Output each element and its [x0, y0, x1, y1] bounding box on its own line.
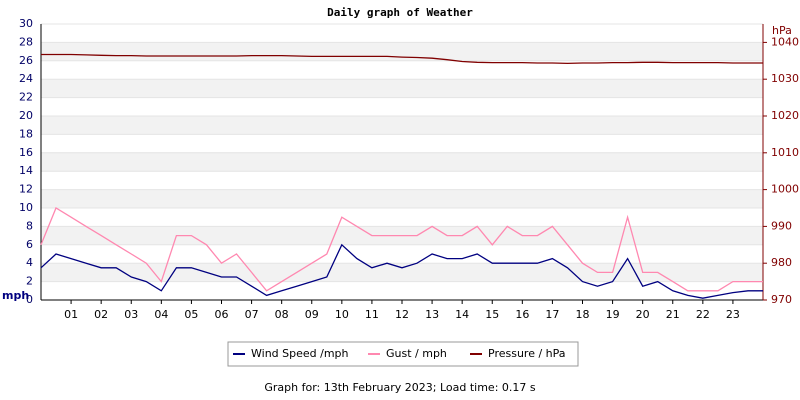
footer: Graph for: 13th February 2023; Load time…	[264, 381, 536, 394]
x-tick-label: 10	[335, 308, 349, 321]
y2-tick-label: 1020	[771, 109, 799, 122]
x-tick-label: 15	[485, 308, 499, 321]
x-tick-label: 09	[305, 308, 319, 321]
grid-band	[41, 79, 763, 98]
y-unit: mph	[2, 289, 29, 302]
y2-unit: hPa	[772, 24, 792, 37]
legend-label: Gust / mph	[386, 347, 447, 360]
y2-tick-label: 1010	[771, 146, 799, 159]
x-tick-label: 06	[215, 308, 229, 321]
x-tick-label: 11	[365, 308, 379, 321]
chart-title: Daily graph of Weather	[327, 6, 473, 19]
series-line	[40, 207, 763, 292]
x-tick-label: 05	[184, 308, 198, 321]
series-line	[41, 53, 763, 65]
y2-tick-label: 1000	[771, 183, 799, 196]
x-tick-label: 17	[545, 308, 559, 321]
legend-label: Wind Speed /mph	[251, 347, 349, 360]
x-tick-label: 04	[154, 308, 168, 321]
y-tick-label: 22	[19, 91, 33, 104]
y2-tick-label: 1030	[771, 72, 799, 85]
y-tick-label: 20	[19, 109, 33, 122]
y-tick-label: 12	[19, 183, 33, 196]
x-tick-label: 21	[666, 308, 680, 321]
y-tick-label: 24	[19, 72, 33, 85]
y2-tick-label: 980	[771, 256, 792, 269]
y-tick-label: 26	[19, 54, 33, 67]
grid-band	[41, 42, 763, 61]
x-tick-label: 08	[275, 308, 289, 321]
x-tick-label: 03	[124, 308, 138, 321]
y2-tick-label: 1040	[771, 35, 799, 48]
x-tick-label: 13	[425, 308, 439, 321]
y-tick-label: 30	[19, 17, 33, 30]
y-tick-label: 28	[19, 35, 33, 48]
x-tick-label: 16	[515, 308, 529, 321]
x-tick-label: 01	[64, 308, 78, 321]
x-tick-label: 22	[696, 308, 710, 321]
legend-box	[227, 341, 579, 367]
grid-band	[41, 116, 763, 135]
grid-band	[41, 152, 763, 172]
y-tick-label: 8	[26, 219, 33, 232]
y-tick-label: 18	[19, 127, 33, 140]
y-tick-label: 0	[26, 293, 33, 306]
y-tick-label: 6	[26, 238, 33, 251]
y-tick-label: 14	[19, 164, 33, 177]
x-tick-label: 02	[94, 308, 108, 321]
y-tick-label: 4	[26, 256, 33, 269]
x-tick-label: 14	[455, 308, 469, 321]
x-tick-label: 18	[576, 308, 590, 321]
x-tick-label: 12	[395, 308, 409, 321]
y-tick-label: 16	[19, 146, 33, 159]
series-line	[40, 243, 763, 299]
grid-band	[41, 189, 763, 208]
legend-label: Pressure / hPa	[488, 347, 566, 360]
y-tick-label: 10	[19, 201, 33, 214]
x-tick-label: 23	[726, 308, 740, 321]
y2-tick-label: 990	[771, 219, 792, 232]
y-tick-label: 2	[26, 275, 33, 288]
x-tick-label: 20	[636, 308, 650, 321]
y2-tick-label: 970	[771, 293, 792, 306]
x-tick-label: 07	[245, 308, 259, 321]
x-tick-label: 19	[606, 308, 620, 321]
